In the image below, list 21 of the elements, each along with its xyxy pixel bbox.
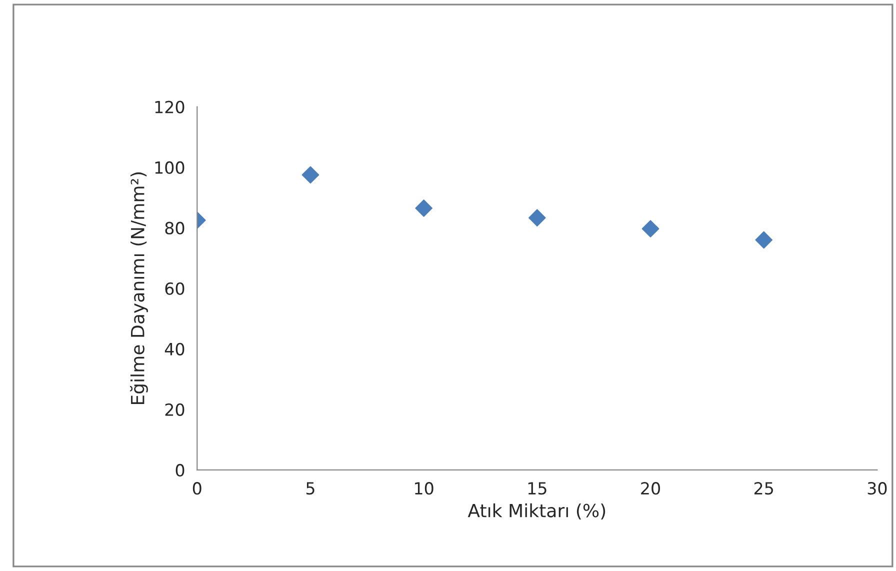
y-tick-label: 100 [155, 161, 184, 174]
x-tick-label: 25 [754, 482, 773, 495]
x-axis-title: Atık Miktarı (%) [468, 503, 606, 520]
x-tick-label: 5 [306, 482, 314, 495]
x-tick-label: 0 [192, 482, 202, 495]
point [755, 231, 773, 249]
x-tick-label: 15 [528, 482, 546, 495]
x-tick-label: 10 [415, 482, 434, 495]
y-tick-label: 20 [165, 403, 184, 416]
y-tick-label: 120 [155, 100, 184, 114]
x-tick-label: 20 [641, 482, 660, 495]
y-axis-title: Eğilme Dayanımı (N/mm²) [130, 172, 148, 404]
x-tick-label: 30 [868, 482, 887, 495]
y-tick-label: 80 [165, 222, 184, 234]
y-tick-label: 60 [165, 282, 184, 295]
point [302, 166, 320, 184]
y-tick-label: 40 [164, 342, 184, 356]
point [415, 199, 432, 217]
point [642, 220, 660, 238]
y-tick-label: 0 [176, 464, 184, 476]
point [528, 209, 546, 227]
